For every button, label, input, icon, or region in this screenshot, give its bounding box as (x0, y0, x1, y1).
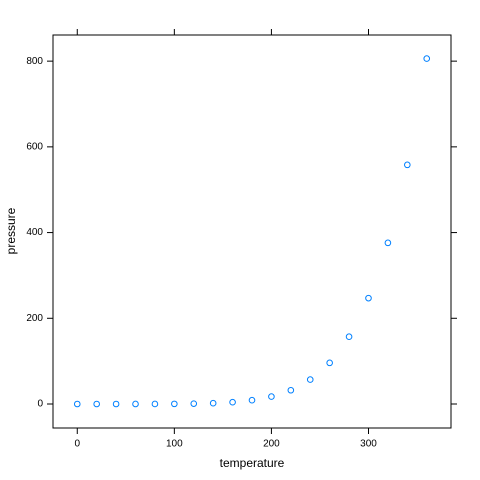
x-tick-label: 200 (263, 439, 280, 450)
point (268, 393, 275, 400)
y-tick-label: 200 (26, 313, 43, 324)
point (190, 400, 198, 407)
point (112, 400, 120, 408)
point (171, 400, 178, 408)
point (306, 376, 314, 383)
point (345, 333, 353, 341)
point (229, 398, 236, 406)
y-axis-title: pressure (4, 207, 18, 254)
x-tick-label: 300 (360, 439, 377, 450)
x-tick-label: 0 (74, 439, 80, 450)
point (132, 400, 139, 408)
point (287, 386, 295, 394)
point (365, 294, 372, 302)
point (326, 359, 333, 367)
y-tick-label: 400 (26, 227, 43, 238)
x-axis-title: temperature (220, 456, 285, 470)
y-tick-label: 800 (26, 56, 43, 67)
point (73, 400, 81, 408)
y-tick-label: 0 (37, 399, 43, 410)
point (151, 400, 159, 408)
point (384, 239, 392, 247)
y-tick-label: 600 (26, 141, 43, 152)
point (404, 161, 411, 169)
panel-border (52, 34, 452, 429)
point (93, 400, 100, 408)
point (423, 55, 431, 62)
point (248, 396, 256, 404)
point (209, 399, 217, 407)
x-tick-label: 100 (166, 439, 183, 450)
